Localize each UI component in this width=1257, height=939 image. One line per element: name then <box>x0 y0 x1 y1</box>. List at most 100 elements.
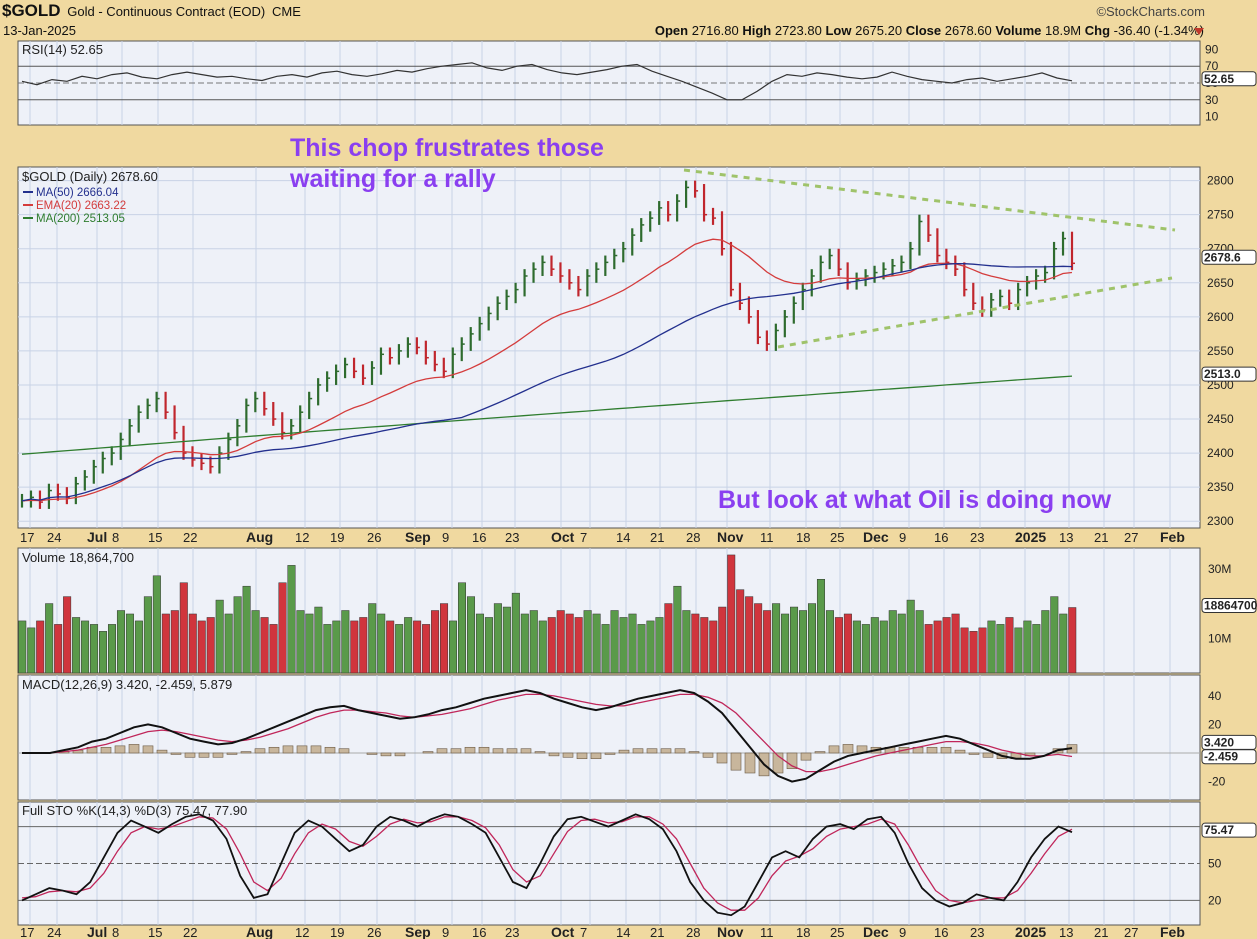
volume-bar <box>1068 607 1077 674</box>
rsi-line <box>21 62 1073 101</box>
sto-d-line <box>21 816 1073 911</box>
macd-hist-bar <box>100 746 112 754</box>
volume-bar <box>116 610 125 674</box>
price-tick-10: 2300 <box>1207 514 1234 528</box>
open-label: Open <box>654 23 689 38</box>
x-tick-1-9: 26 <box>367 925 381 939</box>
volume-bar <box>493 603 502 674</box>
rsi-tick-1: 70 <box>1205 59 1219 73</box>
symbol-title: $GOLD Gold - Continuous Contract (EOD) C… <box>2 1 301 21</box>
volume-bar <box>870 617 879 674</box>
volume-bar <box>377 613 386 674</box>
macd-hist-bar <box>548 752 560 757</box>
symbol: $GOLD <box>2 1 61 20</box>
rsi-last-label: 52.65 <box>1204 72 1234 86</box>
macd-hist-bar <box>254 748 266 754</box>
macd-tick-1: 20 <box>1208 717 1222 731</box>
volume-bar <box>63 596 72 674</box>
volume-bar <box>296 610 305 674</box>
macd-hist-bar <box>184 752 196 758</box>
x-tick-0-26: 23 <box>970 530 984 545</box>
brand-logo[interactable]: ©StockCharts.com <box>1096 4 1205 19</box>
macd-hist-bar <box>212 752 224 758</box>
x-tick-1-3: 8 <box>112 925 119 939</box>
macd-hist-bar <box>142 745 154 754</box>
low-value: 2675.20 <box>855 23 903 38</box>
volume-bar <box>305 613 314 674</box>
ma200-line <box>21 375 1073 455</box>
annotation-oil: But look at what Oil is doing now <box>718 486 1112 514</box>
volume-bar <box>350 620 359 674</box>
volume-bar <box>386 620 395 674</box>
macd-hist-bar <box>436 748 448 754</box>
volume-bar <box>781 613 790 674</box>
legend-item-0: MA(50) 2666.04 <box>36 187 119 199</box>
x-tick-0-8: 19 <box>330 530 344 545</box>
price-tick-0: 2800 <box>1207 174 1234 188</box>
x-tick-1-0: 17 <box>20 925 34 939</box>
x-tick-0-18: 28 <box>686 530 700 545</box>
volume-bar <box>772 603 781 674</box>
macd-hist-bar <box>814 751 826 754</box>
sto-tick-1: 20 <box>1208 893 1222 907</box>
macd-hist-bar <box>240 751 252 754</box>
volume-bar <box>709 620 718 674</box>
x-tick-0-12: 16 <box>472 530 486 545</box>
price-tick-1: 2750 <box>1207 208 1234 222</box>
volume-bar <box>45 603 54 674</box>
volume-bar <box>143 596 152 674</box>
volume-bar <box>727 554 736 674</box>
x-tick-1-15: 7 <box>580 925 587 939</box>
volume-bar <box>574 617 583 674</box>
x-tick-0-28: 13 <box>1059 530 1073 545</box>
price-title: $GOLD (Daily) 2678.60 <box>22 169 158 184</box>
volume-bar <box>906 599 915 674</box>
macd-hist-bar <box>632 748 644 754</box>
menu-caret-icon[interactable] <box>1194 28 1204 35</box>
macd-hist-bar <box>366 752 378 755</box>
x-tick-0-17: 21 <box>650 530 664 545</box>
macd-hist-bar <box>982 752 994 758</box>
volume-bar <box>278 582 287 674</box>
price-panel <box>17 166 1201 529</box>
volume-bar <box>170 610 179 674</box>
price-tick-9: 2350 <box>1207 480 1234 494</box>
x-tick-1-18: 28 <box>686 925 700 939</box>
symbol-description: Gold - Continuous Contract (EOD) <box>67 4 266 19</box>
macd-hist-bar <box>968 752 980 755</box>
price-tick-3: 2650 <box>1207 276 1234 290</box>
volume-bar <box>511 592 520 674</box>
x-tick-1-8: 19 <box>330 925 344 939</box>
x-tick-0-9: 26 <box>367 530 381 545</box>
volume-bar <box>915 610 924 674</box>
macd-hist-bar <box>268 746 280 754</box>
macd-hist-bar <box>492 748 504 754</box>
x-tick-1-31: Feb <box>1160 924 1185 939</box>
volume-bar <box>1041 610 1050 674</box>
macd-hist-bar <box>940 746 952 754</box>
volume-bar <box>134 620 143 674</box>
x-tick-0-29: 21 <box>1094 530 1108 545</box>
volume-bar <box>933 620 942 674</box>
x-tick-0-16: 14 <box>616 530 630 545</box>
macd-hist-bar <box>450 748 462 754</box>
volume-bar <box>269 624 278 674</box>
volume-bar <box>583 610 592 674</box>
x-tick-0-11: 9 <box>442 530 449 545</box>
volume-bar <box>197 620 206 674</box>
macd-hist-bar <box>506 748 518 754</box>
volume-bar <box>323 624 332 674</box>
x-tick-0-13: 23 <box>505 530 519 545</box>
x-tick-1-23: Dec <box>863 924 889 939</box>
volume-bar <box>592 613 601 674</box>
volume-bar <box>395 624 404 674</box>
volume-bar <box>404 617 413 674</box>
volume-bar <box>188 613 197 674</box>
ema20-line <box>21 238 1073 502</box>
macd-hist-bar <box>828 745 840 754</box>
annotation-chop-line1: This chop frustrates those <box>290 134 604 162</box>
volume-bar <box>206 617 215 674</box>
volume-bar <box>834 617 843 674</box>
x-tick-0-19: Nov <box>717 529 744 545</box>
volume-bar <box>664 603 673 674</box>
